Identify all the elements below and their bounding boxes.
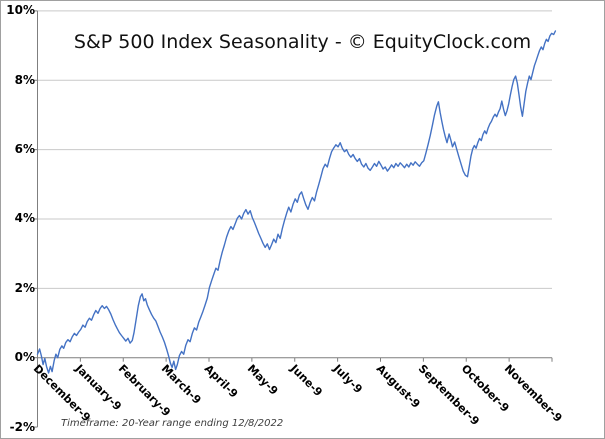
chart-title: S&P 500 Index Seasonality - © EquityCloc… xyxy=(73,31,532,53)
gridlines xyxy=(37,10,552,289)
y-axis-tick-label: 2% xyxy=(14,280,35,295)
y-axis-tick-label: 10% xyxy=(6,3,35,18)
timeframe-note: Timeframe: 20-Year range ending 12/8/202… xyxy=(61,418,284,429)
y-axis-tick-label: 4% xyxy=(14,211,35,226)
y-axis-tick-label: 6% xyxy=(14,142,35,157)
y-axis-tick-label: 8% xyxy=(14,72,35,87)
y-axis-tick-label: 0% xyxy=(14,350,35,365)
seasonality-line xyxy=(36,30,557,374)
axis-ticks xyxy=(33,10,553,428)
y-axis-tick-label: -2% xyxy=(9,419,35,434)
